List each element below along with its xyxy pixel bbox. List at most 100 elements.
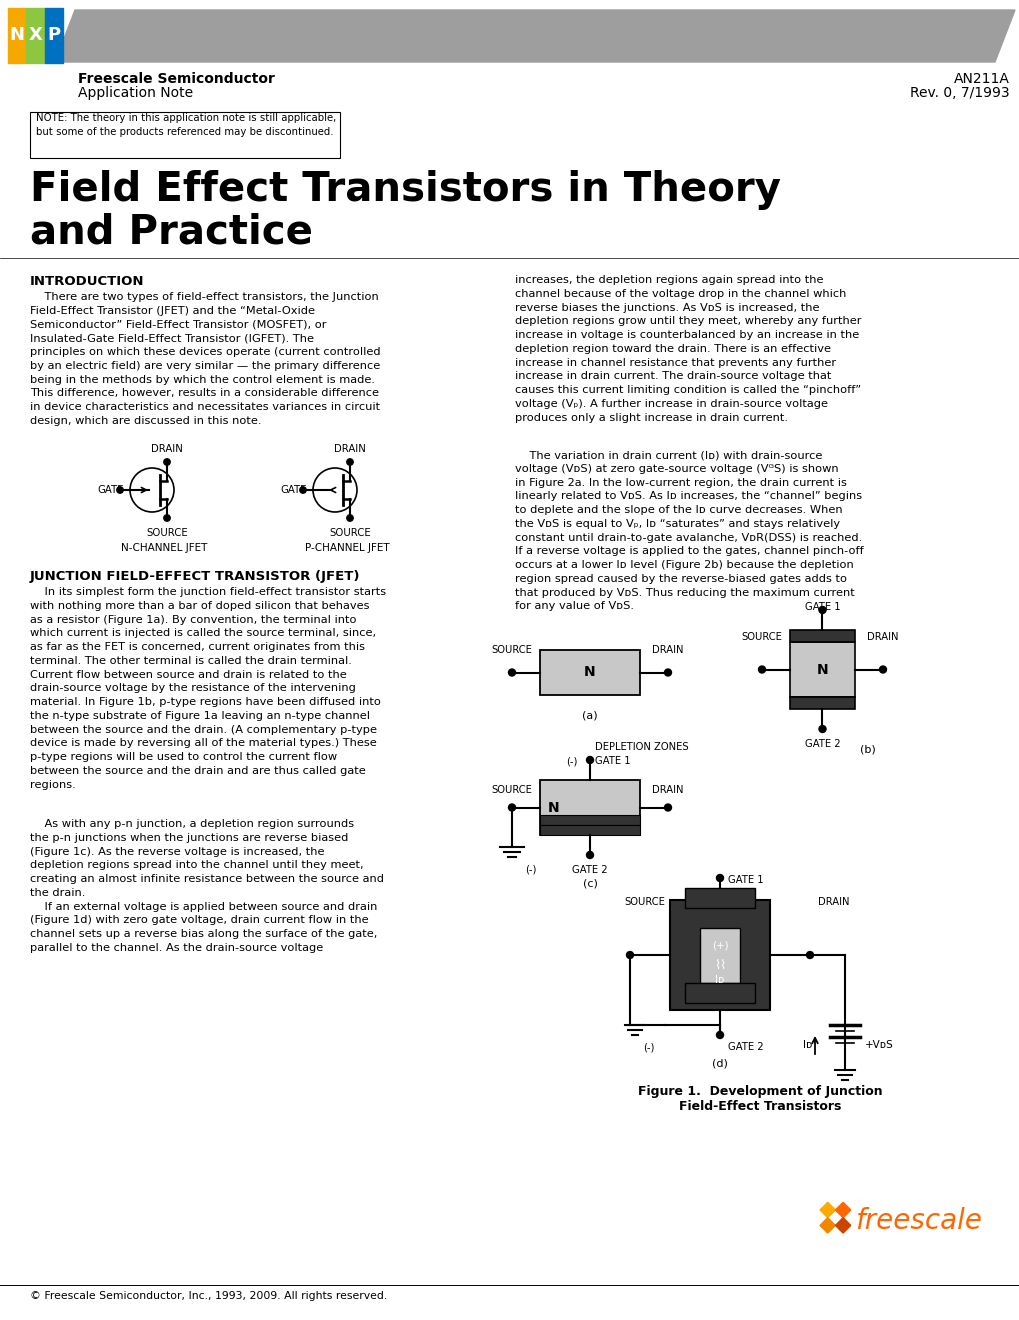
- Circle shape: [586, 756, 593, 763]
- Circle shape: [164, 459, 170, 465]
- Bar: [539, 649, 639, 696]
- Text: N: N: [816, 663, 827, 676]
- Text: SOURCE: SOURCE: [624, 898, 664, 907]
- Text: and Practice: and Practice: [30, 213, 313, 252]
- Text: N-CHANNEL JFET: N-CHANNEL JFET: [120, 543, 207, 553]
- Text: (b): (b): [859, 744, 875, 754]
- Text: DRAIN: DRAIN: [866, 632, 898, 642]
- Text: SOURCE: SOURCE: [329, 528, 371, 539]
- Text: GATE 2: GATE 2: [572, 865, 607, 875]
- Text: ⌇⌇: ⌇⌇: [713, 958, 726, 972]
- Text: JUNCTION FIELD-EFFECT TRANSISTOR (JFET): JUNCTION FIELD-EFFECT TRANSISTOR (JFET): [30, 570, 360, 583]
- Circle shape: [663, 669, 671, 676]
- Text: N: N: [9, 26, 24, 45]
- Bar: [539, 814, 639, 825]
- Text: GATE 1: GATE 1: [804, 602, 840, 612]
- Text: SOURCE: SOURCE: [146, 528, 187, 539]
- Circle shape: [715, 874, 722, 882]
- Circle shape: [663, 804, 671, 810]
- Circle shape: [346, 515, 353, 521]
- Bar: [45, 8, 63, 63]
- Text: DRAIN: DRAIN: [817, 898, 849, 907]
- Circle shape: [164, 515, 170, 521]
- Text: SOURCE: SOURCE: [741, 632, 782, 642]
- Circle shape: [346, 459, 353, 465]
- Text: Application Note: Application Note: [77, 86, 193, 100]
- Text: (a): (a): [582, 710, 597, 719]
- Text: GATE 2: GATE 2: [728, 1041, 763, 1052]
- Circle shape: [508, 669, 515, 676]
- Bar: [539, 825, 639, 836]
- Bar: [30, 112, 339, 158]
- Text: As with any p-n junction, a depletion region surrounds
the p-n junctions when th: As with any p-n junction, a depletion re…: [30, 818, 383, 953]
- Text: Field Effect Transistors in Theory: Field Effect Transistors in Theory: [30, 170, 781, 210]
- Circle shape: [508, 804, 515, 810]
- Circle shape: [586, 851, 593, 858]
- Bar: [685, 888, 754, 908]
- Text: The variation in drain current (Iᴅ) with drain-source
voltage (VᴅS) at zero gate: The variation in drain current (Iᴅ) with…: [515, 450, 863, 611]
- Text: INTRODUCTION: INTRODUCTION: [30, 275, 145, 288]
- Text: GATE: GATE: [97, 484, 123, 495]
- Text: GATE: GATE: [280, 484, 306, 495]
- Bar: [669, 900, 769, 1010]
- Polygon shape: [819, 1217, 835, 1233]
- Text: +VᴅS: +VᴅS: [864, 1040, 893, 1049]
- Text: Freescale Semiconductor: Freescale Semiconductor: [77, 73, 274, 86]
- Bar: [790, 697, 854, 709]
- Text: increases, the depletion regions again spread into the
channel because of the vo: increases, the depletion regions again s…: [515, 275, 861, 422]
- Bar: [26, 8, 45, 63]
- Text: (-): (-): [525, 865, 536, 875]
- Text: (-): (-): [643, 1041, 654, 1052]
- Text: AN211A: AN211A: [953, 73, 1009, 86]
- Text: Rev. 0, 7/1993: Rev. 0, 7/1993: [910, 86, 1009, 100]
- Circle shape: [818, 726, 825, 733]
- Text: DRAIN: DRAIN: [334, 444, 366, 454]
- Text: There are two types of field-effect transistors, the Junction
Field-Effect Trans: There are two types of field-effect tran…: [30, 292, 380, 426]
- Polygon shape: [819, 1203, 835, 1217]
- Text: X: X: [29, 26, 43, 45]
- Text: © Freescale Semiconductor, Inc., 1993, 2009. All rights reserved.: © Freescale Semiconductor, Inc., 1993, 2…: [30, 1291, 387, 1302]
- Text: (c): (c): [582, 879, 597, 888]
- Bar: [8, 8, 26, 63]
- Text: Figure 1.  Development of Junction: Figure 1. Development of Junction: [637, 1085, 881, 1098]
- Circle shape: [818, 606, 825, 614]
- Polygon shape: [835, 1203, 850, 1217]
- Text: P: P: [47, 26, 60, 45]
- Bar: [790, 642, 854, 697]
- Text: GATE 2: GATE 2: [804, 739, 840, 748]
- Text: Field-Effect Transistors: Field-Effect Transistors: [679, 1100, 841, 1113]
- Text: GATE 1: GATE 1: [594, 756, 630, 766]
- Text: DRAIN: DRAIN: [651, 785, 683, 795]
- Circle shape: [878, 667, 886, 673]
- Bar: [790, 630, 854, 642]
- Bar: [699, 928, 739, 983]
- Text: NOTE: The theory in this application note is still applicable,: NOTE: The theory in this application not…: [36, 114, 336, 123]
- Text: Iᴅ: Iᴅ: [802, 1040, 811, 1049]
- Text: (d): (d): [711, 1059, 728, 1068]
- Polygon shape: [835, 1217, 850, 1233]
- Text: DRAIN: DRAIN: [651, 645, 683, 655]
- Circle shape: [300, 487, 306, 494]
- Polygon shape: [55, 11, 1014, 62]
- Text: (+): (+): [711, 940, 728, 950]
- Circle shape: [806, 952, 813, 958]
- Text: Iᴅ: Iᴅ: [714, 975, 723, 985]
- Bar: [539, 780, 639, 836]
- Text: freescale: freescale: [854, 1208, 981, 1236]
- Text: N: N: [584, 665, 595, 680]
- Text: DRAIN: DRAIN: [151, 444, 182, 454]
- Text: (-): (-): [567, 756, 578, 766]
- Text: SOURCE: SOURCE: [491, 645, 532, 655]
- Circle shape: [758, 667, 764, 673]
- Bar: [685, 983, 754, 1003]
- Circle shape: [715, 1031, 722, 1039]
- Text: DEPLETION ZONES: DEPLETION ZONES: [594, 742, 688, 752]
- Text: GATE 1: GATE 1: [728, 875, 763, 884]
- Text: In its simplest form the junction field-effect transistor starts
with nothing mo: In its simplest form the junction field-…: [30, 587, 386, 789]
- Text: SOURCE: SOURCE: [491, 785, 532, 795]
- Text: but some of the products referenced may be discontinued.: but some of the products referenced may …: [36, 127, 333, 137]
- Text: N: N: [547, 800, 559, 814]
- Text: P-CHANNEL JFET: P-CHANNEL JFET: [305, 543, 389, 553]
- Circle shape: [117, 487, 123, 494]
- Circle shape: [626, 952, 633, 958]
